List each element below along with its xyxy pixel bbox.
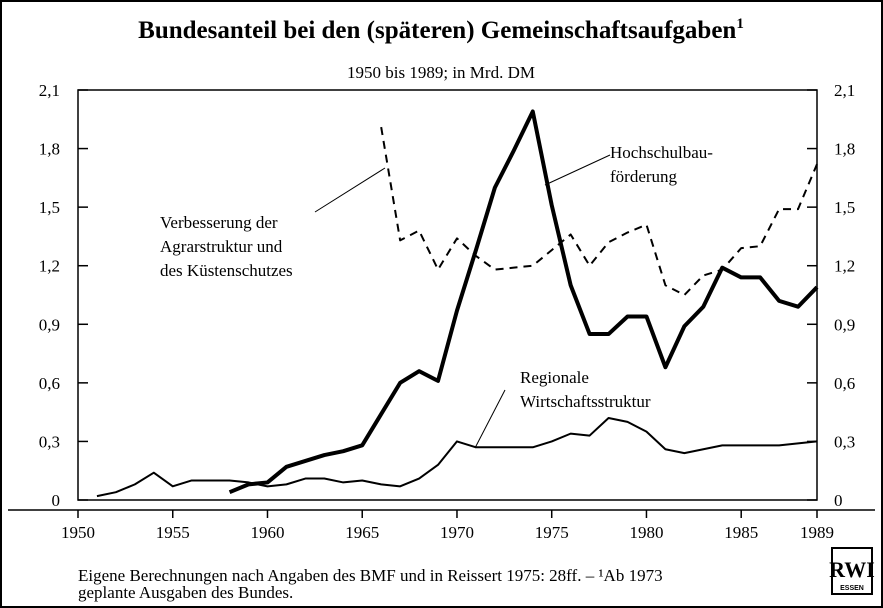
line-series [96, 417, 818, 498]
y-tick-label: 1,8 [39, 140, 60, 159]
y-tick-label: 0,9 [39, 315, 60, 334]
subtitle: 1950 bis 1989; in Mrd. DM [347, 63, 535, 82]
x-tick-label: 1960 [250, 523, 284, 542]
line-series [380, 126, 818, 296]
annotation: Hochschulbau- [610, 143, 713, 162]
annotation: Regionale [520, 368, 589, 387]
logo-box [831, 547, 873, 595]
y-tick-label: 0,6 [39, 374, 60, 393]
footnote: geplante Ausgaben des Bundes. [78, 583, 293, 602]
x-tick-label: 1985 [724, 523, 758, 542]
y2-tick-label: 0,9 [834, 315, 855, 334]
logo: RWI [829, 557, 875, 582]
annotation: Agrarstruktur und [160, 237, 283, 256]
y2-tick-label: 0 [834, 491, 843, 510]
y2-tick-label: 2,1 [834, 81, 855, 100]
footnote: Eigene Berechnungen nach Angaben des BMF… [78, 566, 663, 585]
leader-line [314, 167, 386, 213]
annotation: Verbesserung der [160, 213, 278, 232]
x-tick-label: 1989 [800, 523, 834, 542]
annotation: Wirtschaftsstruktur [520, 392, 651, 411]
chart-title: Bundesanteil bei den (späteren) Gemeinsc… [138, 16, 744, 44]
y2-tick-label: 1,5 [834, 198, 855, 217]
annotation: des Küstenschutzes [160, 261, 293, 280]
x-tick-label: 1970 [440, 523, 474, 542]
y-tick-label: 0,3 [39, 432, 60, 451]
leader-line [474, 389, 506, 449]
x-tick-label: 1965 [345, 523, 379, 542]
annotation: förderung [610, 167, 678, 186]
y-tick-label: 1,5 [39, 198, 60, 217]
y2-tick-label: 1,8 [834, 140, 855, 159]
y2-tick-label: 0,6 [834, 374, 855, 393]
y-tick-label: 0 [52, 491, 61, 510]
logo-sub: ESSEN [840, 585, 864, 592]
y-tick-label: 2,1 [39, 81, 60, 100]
x-tick-label: 1980 [629, 523, 663, 542]
x-tick-label: 1975 [535, 523, 569, 542]
title-text: Bundesanteil bei den (späteren) Gemeinsc… [138, 17, 736, 44]
x-tick-label: 1955 [156, 523, 190, 542]
plot-frame [77, 89, 818, 501]
leader-line [544, 154, 611, 186]
line-series [228, 109, 819, 495]
x-tick-label: 1950 [61, 523, 95, 542]
title-note: 1 [736, 16, 744, 32]
y-tick-label: 1,2 [39, 257, 60, 276]
y2-tick-label: 1,2 [834, 257, 855, 276]
y2-tick-label: 0,3 [834, 432, 855, 451]
